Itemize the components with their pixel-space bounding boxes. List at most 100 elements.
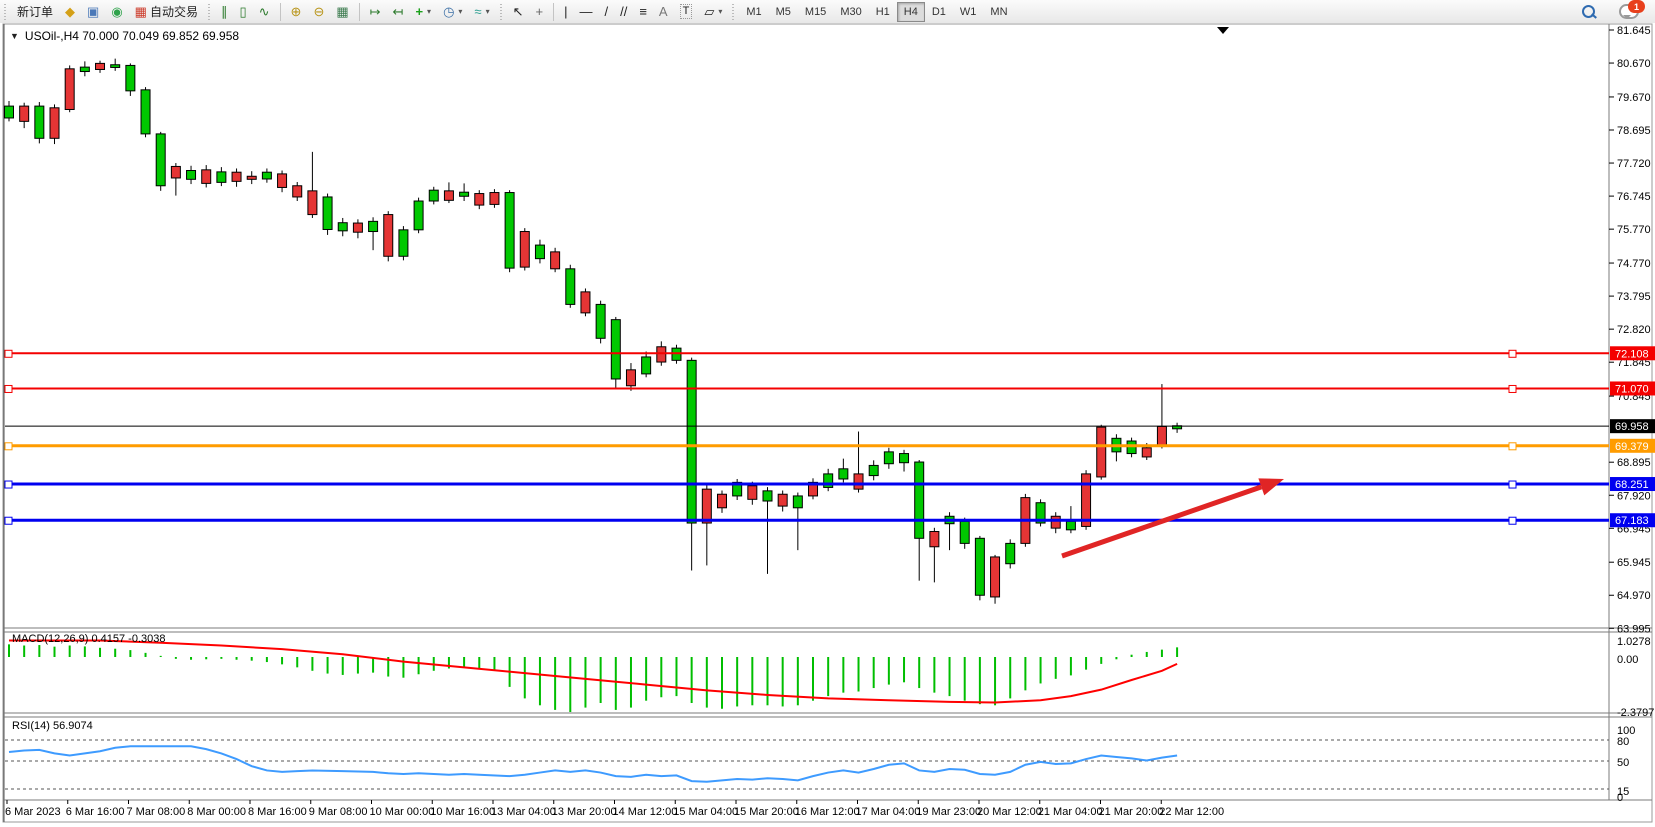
line-handle[interactable] bbox=[1508, 516, 1517, 525]
toolbar-grip[interactable] bbox=[731, 3, 737, 20]
auto-trading-icon: ▦ bbox=[134, 4, 147, 19]
text-label-button[interactable]: T bbox=[674, 1, 699, 22]
candle bbox=[1081, 473, 1092, 527]
line-chart-button[interactable]: ∿ bbox=[253, 1, 276, 22]
candle bbox=[337, 222, 348, 232]
line-handle[interactable] bbox=[4, 516, 13, 525]
price-tick-label: 74.770 bbox=[1617, 258, 1651, 270]
candle bbox=[1035, 502, 1046, 524]
timeframe-h1[interactable]: H1 bbox=[875, 5, 890, 18]
channel-icon: // bbox=[620, 4, 628, 19]
timeframe-m15[interactable]: M15 bbox=[804, 5, 827, 18]
cursor-button[interactable]: ↖ bbox=[507, 1, 530, 22]
candle bbox=[201, 169, 212, 184]
candle bbox=[428, 189, 439, 202]
toolbar-grip[interactable] bbox=[206, 3, 212, 20]
candle bbox=[1141, 447, 1152, 458]
vertical-line-button[interactable]: | bbox=[558, 1, 573, 22]
price-label-box bbox=[1610, 513, 1655, 528]
terminal-button[interactable]: ▣ bbox=[81, 1, 105, 22]
timeframe-h4[interactable]: H4 bbox=[896, 1, 925, 22]
terminal-icon: ▣ bbox=[87, 4, 100, 19]
chart-shift-button[interactable]: ↤ bbox=[387, 1, 410, 22]
time-tick-label: 16 Mar 12:00 bbox=[795, 806, 860, 818]
candle bbox=[838, 468, 849, 480]
price-tick-label: 78.695 bbox=[1617, 125, 1651, 137]
candle bbox=[610, 319, 621, 380]
candle bbox=[292, 185, 303, 198]
auto-trading-label: 自动交易 bbox=[149, 5, 198, 19]
price-label-text: 67.183 bbox=[1615, 515, 1649, 527]
trendline-icon: / bbox=[604, 4, 609, 19]
indicators-button[interactable]: + ▾ bbox=[409, 1, 437, 22]
zoom-in-button[interactable]: ⊕ bbox=[285, 1, 308, 22]
shapes-button[interactable]: ▱ ▾ bbox=[698, 1, 728, 22]
toolbar-grip[interactable] bbox=[498, 3, 504, 20]
candle bbox=[747, 485, 758, 500]
auto-scroll-icon: ↦ bbox=[369, 4, 381, 19]
signals-button[interactable]: ◉ bbox=[105, 1, 128, 22]
macd-axis-label: 0.00 bbox=[1617, 654, 1638, 666]
candle bbox=[474, 193, 485, 206]
line-handle[interactable] bbox=[1508, 349, 1517, 358]
candle bbox=[899, 453, 910, 464]
chart-plot[interactable]: 81.645 80.670 79.670 78.695 77.720 76.745 75.7… bbox=[0, 23, 1655, 827]
price-label-box bbox=[1610, 346, 1655, 361]
line-handle[interactable] bbox=[4, 480, 13, 489]
line-handle[interactable] bbox=[4, 442, 13, 451]
candle bbox=[4, 105, 14, 119]
templates-button[interactable]: ≈ ▾ bbox=[468, 1, 495, 22]
notifications-button[interactable]: 1 bbox=[1605, 0, 1655, 22]
line-handle[interactable] bbox=[1508, 442, 1517, 451]
candle bbox=[170, 165, 181, 179]
timeframe-mn[interactable]: MN bbox=[990, 5, 1008, 18]
candle bbox=[929, 531, 940, 548]
fibonacci-button[interactable]: ≡ bbox=[633, 1, 653, 22]
candle bbox=[1005, 542, 1016, 565]
candle bbox=[322, 196, 333, 230]
arrow-annotation[interactable] bbox=[1061, 484, 1263, 559]
auto-trading-button[interactable]: ▦ 自动交易 bbox=[129, 1, 204, 22]
time-tick-label: 13 Mar 04:00 bbox=[491, 806, 556, 818]
scroll-marker-icon[interactable] bbox=[1217, 27, 1229, 34]
candle bbox=[883, 451, 894, 465]
new-order-button[interactable]: 新订单 bbox=[11, 1, 59, 22]
timeframe-w1[interactable]: W1 bbox=[959, 5, 977, 18]
price-tick-label: 67.920 bbox=[1617, 490, 1651, 502]
time-tick-label: 7 Mar 08:00 bbox=[127, 806, 186, 818]
timeframe-m1[interactable]: M1 bbox=[746, 5, 762, 18]
candle bbox=[1050, 515, 1061, 529]
candlestick-icon: ▯ bbox=[239, 4, 247, 19]
zoom-out-button[interactable]: ⊖ bbox=[307, 1, 330, 22]
crosshair-button[interactable]: + bbox=[529, 1, 549, 22]
line-handle[interactable] bbox=[4, 349, 13, 358]
chart-title-text: USOil-,H4 70.000 70.049 69.852 69.958 bbox=[24, 29, 240, 43]
price-tick-label: 63.995 bbox=[1617, 623, 1651, 635]
tile-windows-button[interactable]: ▦ bbox=[330, 1, 354, 22]
arrow-head[interactable] bbox=[1258, 478, 1284, 496]
auto-scroll-button[interactable]: ↦ bbox=[364, 1, 387, 22]
timeframe-d1[interactable]: D1 bbox=[931, 5, 946, 18]
periods-button[interactable]: ◷ ▾ bbox=[437, 1, 468, 22]
collapse-arrow-icon[interactable]: ▼ bbox=[10, 31, 19, 41]
candlestick-chart-button[interactable]: ▯ bbox=[233, 1, 252, 22]
trendline-button[interactable]: / bbox=[598, 1, 614, 22]
horizontal-line-button[interactable]: — bbox=[573, 1, 598, 22]
line-handle[interactable] bbox=[4, 384, 13, 393]
time-tick-label: 15 Mar 20:00 bbox=[734, 806, 799, 818]
timeframe-m5[interactable]: M5 bbox=[775, 5, 791, 18]
bar-chart-button[interactable]: ∥ bbox=[215, 1, 234, 22]
channel-button[interactable]: // bbox=[614, 1, 633, 22]
candle bbox=[959, 520, 970, 544]
line-handle[interactable] bbox=[1508, 384, 1517, 393]
timeframe-m30[interactable]: M30 bbox=[840, 5, 862, 18]
search-button[interactable] bbox=[1576, 1, 1605, 22]
time-tick-label: 22 Mar 12:00 bbox=[1159, 806, 1224, 818]
line-chart-icon: ∿ bbox=[258, 4, 270, 19]
candle bbox=[732, 481, 743, 497]
text-button[interactable]: A bbox=[653, 1, 674, 22]
market-watch-button[interactable]: ◆ bbox=[59, 1, 81, 22]
candle bbox=[595, 303, 606, 339]
toolbar-grip[interactable] bbox=[3, 3, 8, 20]
line-handle[interactable] bbox=[1508, 480, 1517, 489]
